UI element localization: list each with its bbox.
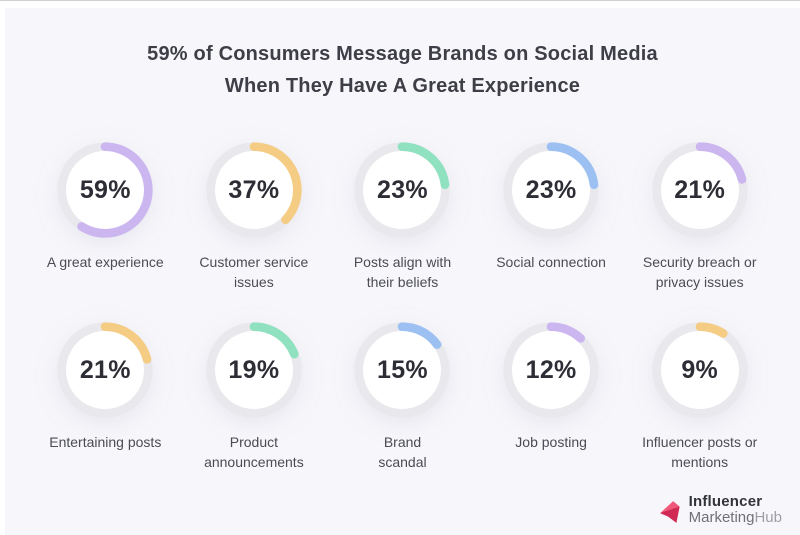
stat-card-8: 15% Brand scandal: [328, 318, 477, 472]
stat-label: Brand scandal: [378, 434, 427, 470]
donut-chart: 23%: [499, 138, 603, 242]
percent-value: 23%: [525, 175, 577, 204]
chart-title: 59% of Consumers Message Brands on Socia…: [5, 8, 800, 102]
stat-card-2: 37% Customer service issues: [180, 138, 329, 292]
donut-chart: 23%: [350, 138, 454, 242]
donut-chart: 21%: [648, 138, 752, 242]
donut-chart: 21%: [53, 318, 157, 422]
stat-card-9: 12% Job posting: [477, 318, 626, 472]
percent-value: 19%: [228, 355, 280, 384]
stat-card-5: 21% Security breach or privacy issues: [625, 138, 774, 292]
donut-chart: 19%: [202, 318, 306, 422]
stat-label: Job posting: [515, 434, 587, 450]
stat-label: Product announcements: [204, 434, 304, 470]
logo-marketing-text: Marketing: [688, 509, 755, 526]
logo-influencer-text: Influencer: [688, 493, 763, 510]
percent-value: 21%: [79, 355, 131, 384]
donut-chart: 9%: [648, 318, 752, 422]
stat-label: Influencer posts or mentions: [642, 434, 758, 470]
stat-card-4: 23% Social connection: [477, 138, 626, 292]
chart-title-line1: 59% of Consumers Message Brands on Socia…: [147, 43, 658, 65]
percent-value: 12%: [525, 355, 577, 384]
donut-chart: 15%: [350, 318, 454, 422]
percent-value: 15%: [377, 355, 428, 384]
stat-card-1: 59% A great experience: [31, 138, 180, 292]
stat-label: Security breach or privacy issues: [642, 254, 757, 290]
stat-label: Social connection: [496, 254, 606, 270]
donut-chart: 59%: [53, 138, 157, 242]
stat-label: Entertaining posts: [49, 434, 162, 450]
stat-label: A great experience: [46, 254, 164, 270]
chart-title-line2: When They Have A Great Experience: [224, 75, 581, 97]
percent-value: 23%: [377, 175, 428, 204]
percent-value: 9%: [681, 355, 719, 384]
stat-card-10: 9% Influencer posts or mentions: [625, 318, 774, 472]
stat-card-3: 23% Posts align with their beliefs: [328, 138, 477, 292]
donut-chart: 37%: [202, 138, 306, 242]
infographic-canvas: 59% of Consumers Message Brands on Socia…: [5, 8, 800, 535]
stat-card-7: 19% Product announcements: [180, 318, 329, 472]
percent-value: 21%: [674, 175, 726, 204]
logo-arrow-icon: [659, 500, 680, 523]
logo-marketinghub-text: MarketingHub: [689, 510, 782, 525]
stat-card-6: 21% Entertaining posts: [31, 318, 180, 472]
logo-text: Influencer MarketingHub: [689, 494, 782, 525]
stat-label: Posts align with their beliefs: [353, 254, 452, 290]
percent-value: 59%: [79, 175, 131, 204]
percent-value: 37%: [228, 175, 280, 204]
influencer-marketinghub-logo: Influencer MarketingHub: [658, 494, 782, 525]
donut-grid: 59% A great experience 37% Customer service…: [5, 138, 800, 472]
donut-chart: 12%: [499, 318, 603, 422]
logo-hub-text: Hub: [754, 509, 782, 526]
stat-label: Customer service issues: [199, 254, 309, 290]
